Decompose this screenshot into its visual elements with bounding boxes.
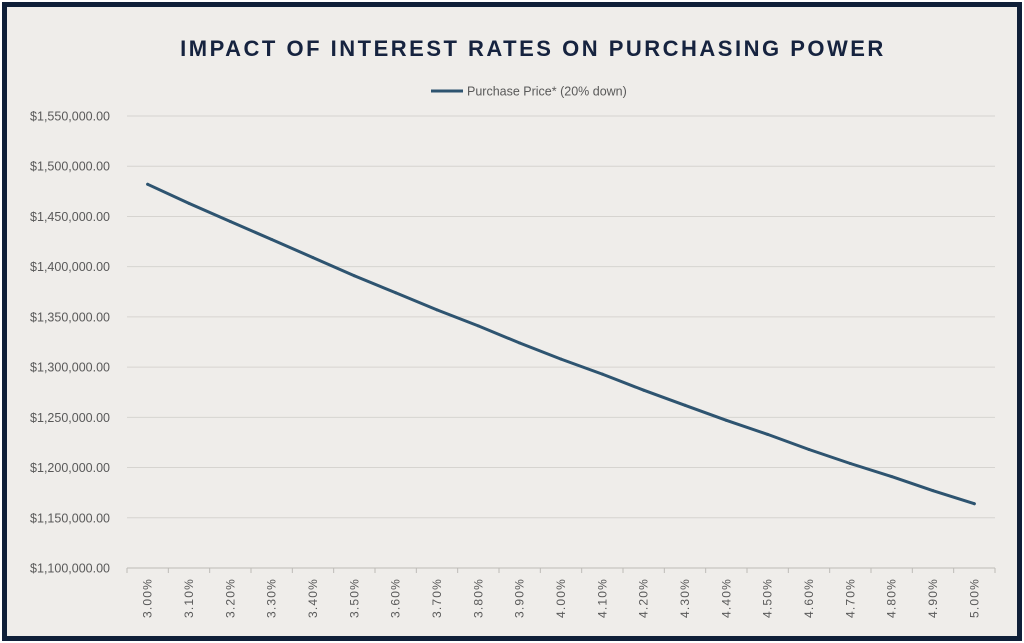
x-tick-label: 3.20%: [223, 578, 237, 618]
data-point: [559, 357, 563, 361]
data-point: [352, 274, 356, 278]
y-tick-label: $1,100,000.00: [30, 562, 110, 576]
x-tick-label: 4.90%: [926, 578, 940, 618]
y-tick-label: $1,350,000.00: [30, 310, 110, 324]
y-tick-label: $1,550,000.00: [30, 110, 110, 124]
x-tick-label: 4.40%: [719, 578, 733, 618]
data-point: [724, 418, 728, 422]
data-point: [683, 403, 687, 407]
x-tick-label: 4.70%: [843, 578, 857, 618]
data-point: [642, 388, 646, 392]
x-tick-label: 4.00%: [554, 578, 568, 618]
y-axis: $1,550,000.00 $1,500,000.00 $1,450,000.00 $…: [30, 110, 110, 576]
data-point: [518, 341, 522, 345]
x-tick-label: 4.10%: [595, 578, 609, 618]
series-line: [146, 182, 976, 506]
x-tick-label: 3.80%: [471, 578, 485, 618]
x-tick-label: 3.00%: [141, 578, 155, 618]
y-tick-label: $1,150,000.00: [30, 511, 110, 525]
series: [146, 182, 976, 506]
data-point: [394, 291, 398, 295]
x-tick-label: 4.20%: [637, 578, 651, 618]
y-tick-label: $1,250,000.00: [30, 411, 110, 425]
x-tick-label: 4.60%: [802, 578, 816, 618]
data-point: [187, 201, 191, 205]
legend-label: Purchase Price* (20% down): [467, 85, 627, 99]
y-tick-label: $1,500,000.00: [30, 160, 110, 174]
x-tick-label: 3.40%: [306, 578, 320, 618]
x-tick-label: 3.70%: [430, 578, 444, 618]
data-point: [890, 475, 894, 479]
gridlines: [127, 115, 995, 569]
data-point: [146, 182, 150, 186]
y-tick-label: $1,200,000.00: [30, 461, 110, 475]
data-point: [311, 256, 315, 260]
chart-title: IMPACT OF INTEREST RATES ON PURCHASING P…: [180, 36, 886, 61]
x-tick-label: 3.30%: [265, 578, 279, 618]
data-point: [972, 502, 976, 506]
data-point: [848, 462, 852, 466]
x-tick-label: 5.00%: [967, 578, 981, 618]
x-tick-label: 3.10%: [182, 578, 196, 618]
x-axis: 3.00% 3.10% 3.20% 3.30% 3.40% 3.50% 3.60% 3.70%…: [126, 568, 996, 618]
x-tick-label: 3.50%: [347, 578, 361, 618]
x-tick-label: 4.50%: [761, 578, 775, 618]
data-point: [270, 238, 274, 242]
legend: Purchase Price* (20% down): [431, 85, 627, 99]
data-point: [228, 219, 232, 223]
data-point: [931, 489, 935, 493]
y-tick-label: $1,300,000.00: [30, 361, 110, 375]
x-tick-label: 4.30%: [678, 578, 692, 618]
y-tick-label: $1,450,000.00: [30, 210, 110, 224]
x-tick-label: 3.90%: [513, 578, 527, 618]
x-tick-label: 3.60%: [389, 578, 403, 618]
data-point: [435, 308, 439, 312]
y-tick-label: $1,400,000.00: [30, 260, 110, 274]
data-point: [807, 447, 811, 451]
data-point: [600, 372, 604, 376]
x-tick-label: 4.80%: [885, 578, 899, 618]
data-point: [476, 324, 480, 328]
data-point: [766, 432, 770, 436]
